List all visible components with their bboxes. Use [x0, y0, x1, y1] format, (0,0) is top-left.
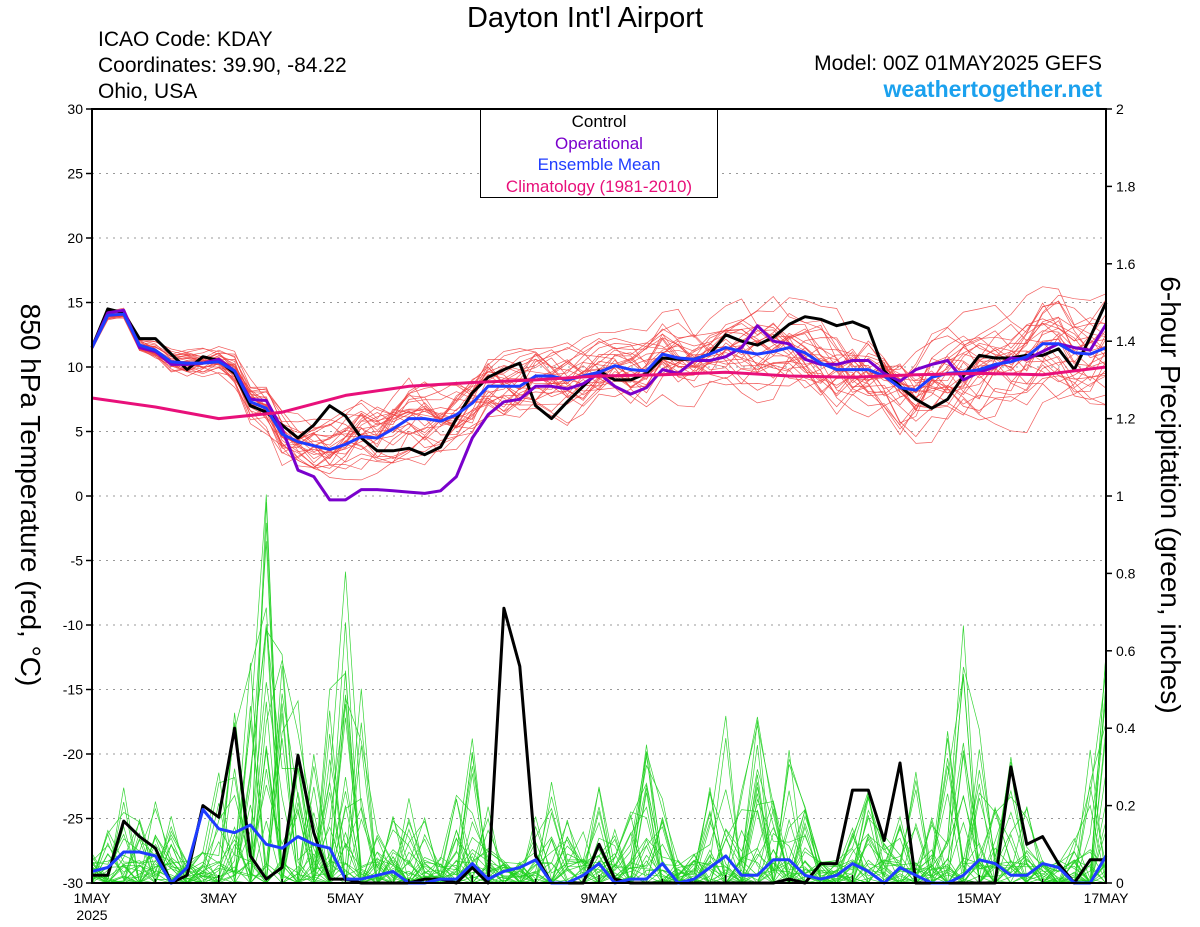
temperature-member-line — [91, 313, 1107, 442]
legend-control: Control — [571, 112, 627, 131]
x-tick-label: 9MAY — [580, 890, 618, 906]
x-tick-label: 7MAY — [454, 890, 492, 906]
chart-title: Dayton Int'l Airport — [466, 2, 704, 34]
y-tick-label: -20 — [63, 746, 83, 762]
y-tick-label: 10 — [67, 359, 83, 375]
x-tick-label: 17MAY — [1084, 890, 1130, 906]
y-tick-label: -15 — [63, 682, 83, 698]
legend-operational: Operational — [555, 133, 643, 153]
y-tick-label: -10 — [63, 617, 83, 633]
legend: Control Operational Ensemble Mean Climat… — [480, 109, 718, 198]
y-tick-label: 25 — [67, 166, 83, 182]
temperature-member-line — [91, 308, 1107, 455]
temperature-member-line — [91, 299, 1107, 448]
climatology-temperature-line — [91, 365, 1107, 421]
x-tick-label: 15MAY — [957, 890, 1003, 906]
grid-lines — [92, 173, 1106, 819]
precipitation-member-line — [91, 629, 1107, 884]
y2-tick-label: 0.4 — [1116, 720, 1136, 736]
site-link[interactable]: weathertogether.net — [883, 76, 1102, 102]
precipitation-member-line — [91, 701, 1107, 885]
y-tick-label: 0 — [75, 488, 83, 504]
y2-tick-label: 1.8 — [1116, 178, 1136, 194]
temperature-member-line — [91, 312, 1107, 453]
legend-ensemble-mean: Ensemble Mean — [537, 155, 661, 174]
precipitation-member-line — [91, 627, 1107, 885]
y-tick-label: -30 — [63, 875, 83, 891]
x-tick-label: 1MAY — [73, 890, 111, 906]
y-axis-label-right: 6-hour Precipitation (green, inches) — [1155, 276, 1186, 714]
temperature-member-line — [91, 312, 1107, 448]
model-run: Model: 00Z 01MAY2025 GEFS — [814, 52, 1102, 75]
coordinates: Coordinates: 39.90, -84.22 — [98, 54, 347, 77]
axis-ticks: 302520151050-5-10-15-20-25-3021.81.61.41… — [63, 101, 1136, 923]
y-tick-label: -25 — [63, 811, 83, 827]
y-tick-label: 5 — [75, 424, 83, 440]
y2-tick-label: 1 — [1116, 488, 1124, 504]
y2-tick-label: 2 — [1116, 101, 1124, 117]
y2-tick-label: 0.2 — [1116, 798, 1136, 814]
icao-code: ICAO Code: KDAY — [98, 28, 273, 51]
temperature-member-line — [91, 315, 1107, 469]
precipitation-member-line — [91, 676, 1107, 884]
y-axis-label-left: 850 hPa Temperature (red, °C) — [15, 303, 46, 687]
precipitation-member-line — [91, 653, 1107, 885]
y2-tick-label: 0.6 — [1116, 643, 1136, 659]
y2-tick-label: 0 — [1116, 875, 1124, 891]
y-tick-label: -5 — [71, 553, 84, 569]
precipitation-member-line — [91, 622, 1107, 884]
x-tick-label: 11MAY — [704, 890, 748, 906]
y2-tick-label: 1.4 — [1116, 333, 1136, 349]
location: Ohio, USA — [98, 80, 198, 103]
precipitation-members — [91, 494, 1107, 885]
legend-climatology: Climatology (1981-2010) — [505, 176, 693, 196]
x-tick-label: 5MAY — [327, 890, 365, 906]
y-tick-label: 15 — [67, 295, 83, 311]
y2-tick-label: 0.8 — [1116, 565, 1136, 581]
y-tick-label: 20 — [67, 230, 83, 246]
precipitation-member-line — [91, 522, 1107, 885]
temperature-member-line — [91, 309, 1107, 448]
y-tick-label: 30 — [67, 101, 83, 117]
x-tick-label: 13MAY — [830, 890, 876, 906]
y2-tick-label: 1.6 — [1116, 256, 1136, 272]
temperature-members — [91, 286, 1107, 481]
x-tick-sublabel: 2025 — [76, 907, 107, 923]
precipitation-member-line — [91, 541, 1107, 885]
precipitation-member-line — [91, 607, 1107, 884]
temperature-member-line — [91, 302, 1107, 470]
x-tick-label: 3MAY — [200, 890, 238, 906]
y2-tick-label: 1.2 — [1116, 411, 1136, 427]
temperature-member-line — [91, 298, 1107, 467]
ensemble-mean-temperature-line — [90, 312, 1107, 452]
temperature-member-line — [91, 295, 1107, 454]
chart-series — [90, 301, 1108, 885]
